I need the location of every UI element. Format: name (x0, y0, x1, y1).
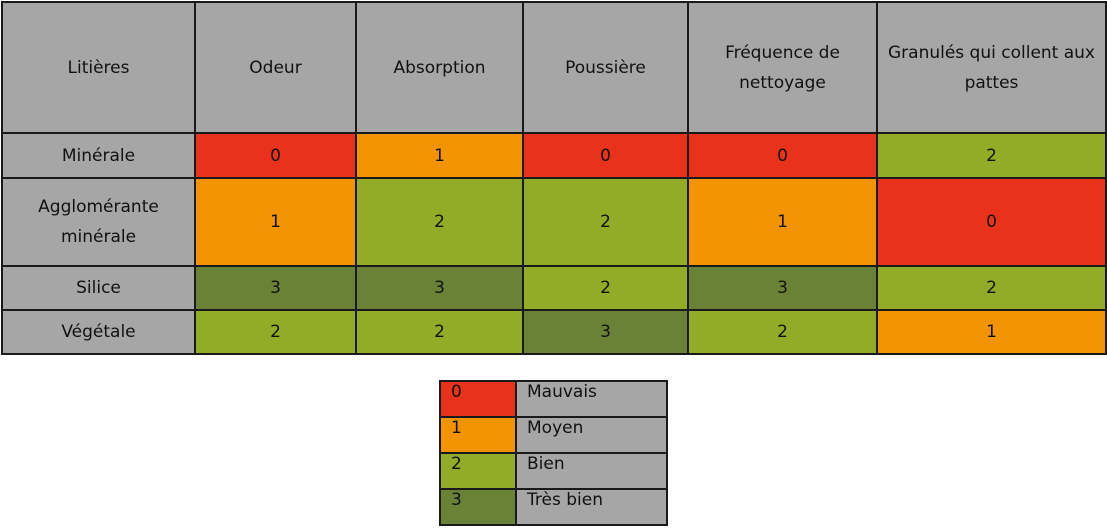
header-cell-frequence-nettoyage: Fréquence de nettoyage (687, 1, 878, 134)
score-cell: 1 (194, 177, 357, 267)
legend-swatch: 0 (439, 380, 517, 418)
score-cell: 2 (876, 132, 1107, 179)
legend-label: Très bien (515, 488, 668, 526)
legend-swatch: 1 (439, 416, 517, 454)
score-cell: 2 (522, 177, 689, 267)
score-cell: 3 (355, 265, 524, 311)
score-cell: 1 (687, 177, 878, 267)
header-cell-granules-pattes: Granulés qui collent aux pattes (876, 1, 1107, 134)
score-cell: 2 (355, 177, 524, 267)
legend-table-body: 0 Mauvais 1 Moyen 2 Bien 3 Très bien (439, 380, 668, 526)
header-row: Litières Odeur Absorption Poussière Fréq… (1, 1, 1107, 134)
score-cell: 1 (355, 132, 524, 179)
table-row: Minérale 0 1 0 0 2 (1, 132, 1107, 179)
legend-table: 0 Mauvais 1 Moyen 2 Bien 3 Très bien (439, 380, 668, 526)
header-cell-odeur: Odeur (194, 1, 357, 134)
legend-label: Mauvais (515, 380, 668, 418)
score-cell: 2 (355, 309, 524, 355)
header-cell-poussiere: Poussière (522, 1, 689, 134)
legend-row: 2 Bien (439, 452, 668, 490)
legend-label: Moyen (515, 416, 668, 454)
legend-label: Bien (515, 452, 668, 490)
table-row: Végétale 2 2 3 2 1 (1, 309, 1107, 355)
score-cell: 0 (687, 132, 878, 179)
legend-row: 3 Très bien (439, 488, 668, 526)
score-cell: 1 (876, 309, 1107, 355)
score-cell: 2 (687, 309, 878, 355)
row-label: Agglomérante minérale (1, 177, 196, 267)
legend-row: 1 Moyen (439, 416, 668, 454)
score-cell: 2 (522, 265, 689, 311)
score-cell: 2 (876, 265, 1107, 311)
table-row: Agglomérante minérale 1 2 2 1 0 (1, 177, 1107, 267)
score-cell: 3 (194, 265, 357, 311)
legend-swatch: 3 (439, 488, 517, 526)
score-cell: 0 (522, 132, 689, 179)
legend-swatch: 2 (439, 452, 517, 490)
score-cell: 0 (194, 132, 357, 179)
rating-table: Litières Odeur Absorption Poussière Fréq… (1, 1, 1107, 355)
score-cell: 3 (522, 309, 689, 355)
row-label: Végétale (1, 309, 196, 355)
header-cell-litieres: Litières (1, 1, 196, 134)
table-row: Silice 3 3 2 3 2 (1, 265, 1107, 311)
score-cell: 0 (876, 177, 1107, 267)
header-cell-absorption: Absorption (355, 1, 524, 134)
row-label: Minérale (1, 132, 196, 179)
score-cell: 3 (687, 265, 878, 311)
score-cell: 2 (194, 309, 357, 355)
row-label: Silice (1, 265, 196, 311)
legend-row: 0 Mauvais (439, 380, 668, 418)
rating-table-body: Litières Odeur Absorption Poussière Fréq… (1, 1, 1107, 355)
